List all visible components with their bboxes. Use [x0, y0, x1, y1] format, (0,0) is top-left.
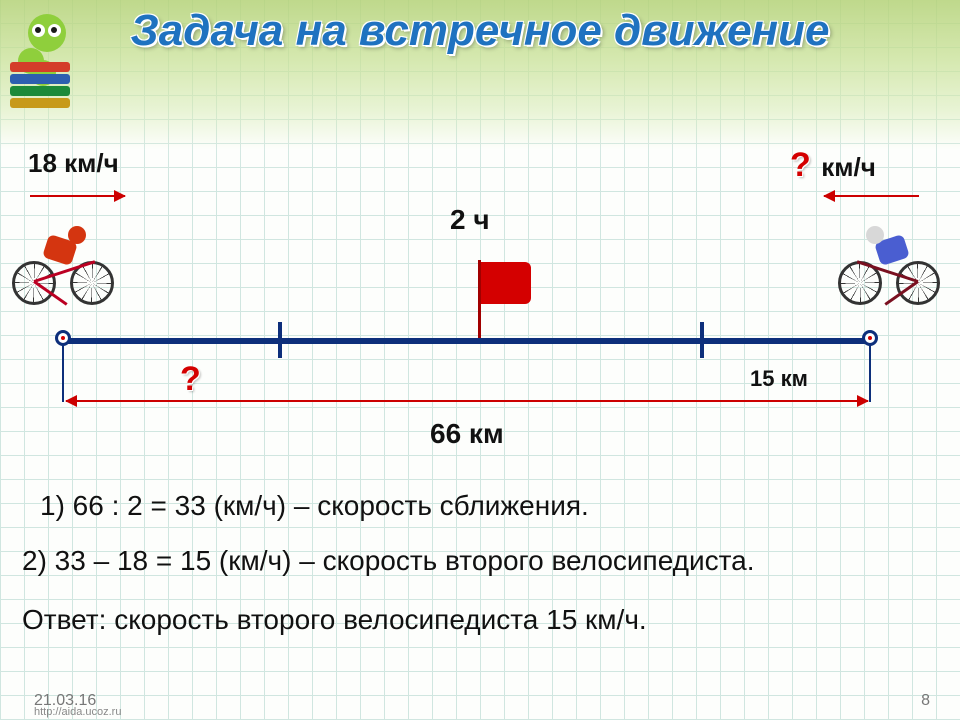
page-title: Задача на встречное движение [0, 6, 960, 57]
time-label: 2 ч [450, 204, 490, 236]
cyclist-left-icon [10, 210, 120, 305]
line-tick [700, 322, 704, 358]
deco-book [10, 62, 70, 72]
line-tick [278, 322, 282, 358]
dim-tick-right [869, 344, 871, 402]
question-mark-icon: ? [790, 146, 811, 184]
deco-book [10, 86, 70, 96]
number-line [60, 338, 870, 344]
arrow-right-cyclist [824, 195, 919, 197]
deco-book [10, 74, 70, 84]
solution-step-2: 2) 33 – 18 = 15 (км/ч) – скорость второг… [22, 545, 755, 577]
meeting-flag-icon [481, 262, 531, 304]
solution-step-1: 1) 66 : 2 = 33 (км/ч) – скорость сближен… [40, 490, 589, 522]
dim-tick-left [62, 344, 64, 402]
speed-left-label: 18 км/ч [28, 148, 119, 179]
total-distance-label: 66 км [430, 418, 504, 450]
cyclist-right-icon [832, 210, 942, 305]
footer-url: http://aida.ucoz.ru [34, 706, 121, 718]
segment-right-label: 15 км [750, 366, 808, 392]
solution-answer: Ответ: скорость второго велосипедиста 15… [22, 604, 647, 636]
speed-right-unit: км/ч [821, 152, 876, 182]
total-distance-arrow [66, 400, 868, 402]
deco-book [10, 98, 70, 108]
footer-page-number: 8 [921, 692, 930, 710]
arrow-left-cyclist [30, 195, 125, 197]
unknown-segment-icon: ? [180, 360, 201, 399]
speed-right-group: ? км/ч [790, 146, 876, 185]
